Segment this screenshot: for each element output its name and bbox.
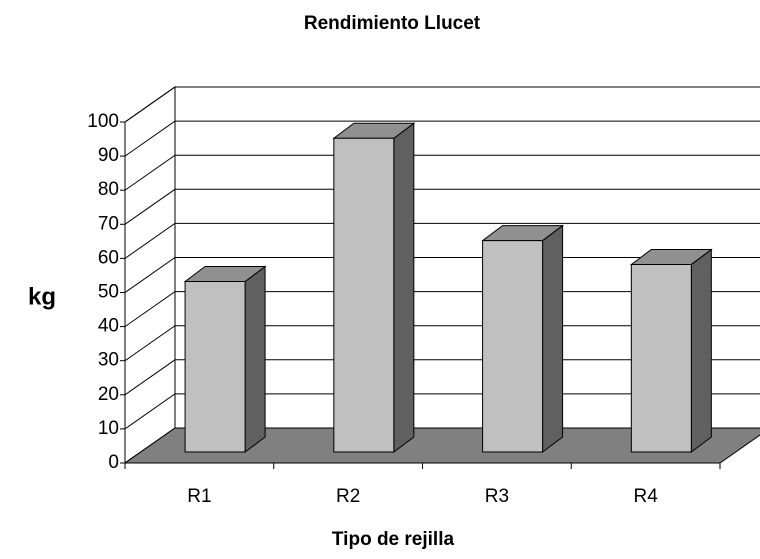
- bar-side: [690, 248, 712, 453]
- bar-side: [244, 265, 266, 453]
- bar-front: [184, 281, 246, 453]
- bar-front: [482, 240, 544, 453]
- grid-line: [124, 257, 760, 293]
- grid-line: [124, 154, 760, 191]
- grid-line: [124, 393, 760, 430]
- bar: [332, 122, 416, 453]
- bar: [629, 248, 713, 453]
- x-tick-label: R4: [633, 486, 658, 507]
- grid-line: [124, 120, 760, 157]
- y-tick-label: 60: [98, 247, 119, 268]
- grid-line: [124, 291, 760, 328]
- x-tick-label: R2: [336, 486, 360, 507]
- bar-side: [393, 122, 415, 453]
- grid-line: [124, 325, 760, 362]
- grid-line: [124, 86, 760, 123]
- chart-title: Rendimiento Llucet: [304, 13, 481, 34]
- y-tick-label: 80: [98, 179, 119, 200]
- y-tick-label: 10: [98, 418, 119, 439]
- bar: [481, 224, 565, 453]
- grid-line: [124, 188, 760, 225]
- y-tick-label: 100: [87, 111, 119, 132]
- bar-side: [542, 224, 564, 453]
- y-tick-label: 50: [98, 282, 119, 303]
- y-tick-label: 30: [98, 350, 119, 371]
- x-axis-label: Tipo de rejilla: [332, 529, 455, 550]
- y-tick-label: 70: [98, 213, 119, 234]
- x-tick-label: R1: [187, 486, 211, 507]
- x-tick-label: R3: [485, 486, 509, 507]
- bar-front: [333, 137, 395, 453]
- grid-line: [124, 222, 760, 259]
- y-tick-label: 40: [98, 316, 119, 337]
- grid-line: [124, 359, 760, 396]
- bar: [183, 265, 267, 453]
- bar-front: [630, 263, 692, 453]
- y-axis-label: kg: [28, 283, 56, 310]
- y-tick-label: 20: [98, 384, 119, 405]
- y-tick-label: 0: [108, 452, 119, 473]
- y-tick-label: 90: [98, 145, 119, 166]
